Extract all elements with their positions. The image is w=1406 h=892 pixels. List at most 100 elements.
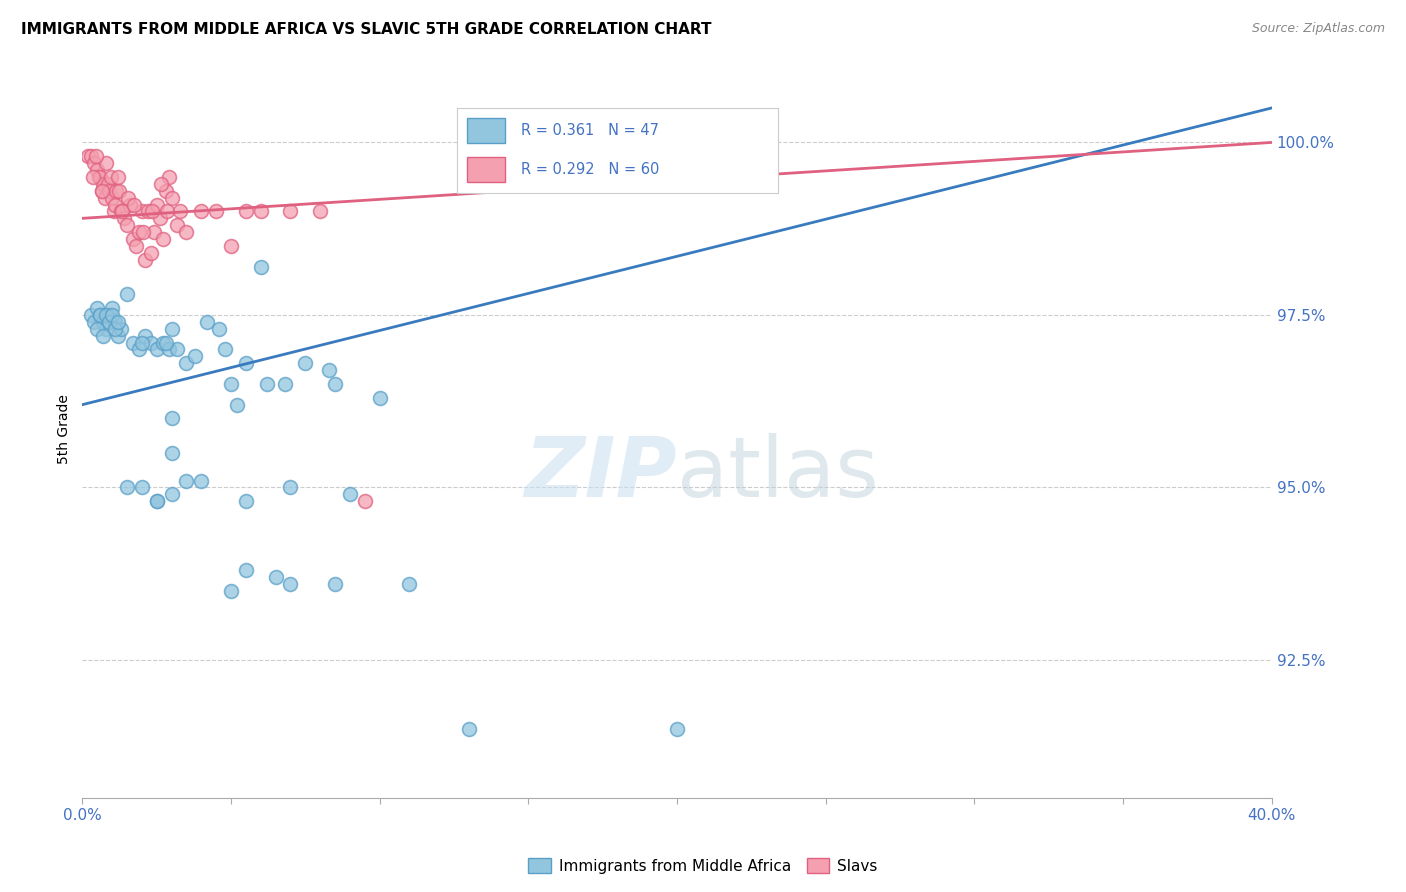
Y-axis label: 5th Grade: 5th Grade [58,394,72,464]
Point [87,169,110,184]
Point [98,315,121,329]
Point [94,308,117,322]
Point [145,343,167,357]
Point [156,204,179,219]
Point [86,163,108,178]
Point [139,335,162,350]
Point [115,481,138,495]
Point [94,322,117,336]
Point [280,481,302,495]
Point [226,398,249,412]
Point [101,308,124,322]
Point [89,308,111,322]
Point [256,376,278,391]
Point [104,197,127,211]
Point [110,322,132,336]
Point [160,322,183,336]
Point [104,322,127,336]
Point [235,494,257,508]
Point [101,301,124,315]
Point [160,411,183,425]
Point [249,260,271,274]
Point [86,301,108,315]
Point [219,239,242,253]
Point [273,376,295,391]
Point [117,191,139,205]
Point [91,315,114,329]
Point [121,232,143,246]
Point [176,225,198,239]
Point [94,156,117,170]
Text: IMMIGRANTS FROM MIDDLE AFRICA VS SLAVIC 5TH GRADE CORRELATION CHART: IMMIGRANTS FROM MIDDLE AFRICA VS SLAVIC … [21,22,711,37]
Point [214,343,236,357]
Point [93,191,115,205]
Point [166,343,188,357]
Point [725,136,748,150]
Point [90,184,112,198]
Point [107,315,129,329]
Point [145,494,167,508]
Point [105,184,128,198]
Point [80,149,103,163]
Point [368,391,391,405]
Point [152,335,174,350]
Point [134,328,156,343]
Point [280,204,302,219]
Point [83,156,105,170]
Point [131,204,153,219]
Point [666,722,689,736]
Point [160,191,183,205]
Point [157,169,180,184]
Point [86,322,108,336]
Point [84,149,107,163]
Point [128,225,150,239]
Point [131,481,153,495]
Point [131,335,153,350]
Point [150,177,173,191]
Point [107,328,129,343]
Point [145,197,167,211]
Point [104,315,127,329]
Point [169,204,191,219]
Point [103,204,125,219]
Point [264,570,287,584]
Point [101,191,124,205]
Point [152,232,174,246]
Point [323,376,346,391]
Point [110,204,132,219]
Point [90,184,112,198]
Point [107,169,129,184]
Point [91,177,114,191]
Point [160,446,183,460]
Point [280,577,302,591]
Point [184,350,207,364]
Point [142,225,165,239]
Point [166,219,188,233]
Point [98,308,121,322]
Point [89,308,111,322]
Point [235,563,257,577]
Point [190,474,212,488]
Point [176,474,198,488]
Point [157,343,180,357]
Point [353,494,375,508]
Point [80,308,103,322]
Legend: Immigrants from Middle Africa, Slavs: Immigrants from Middle Africa, Slavs [523,852,883,880]
Point [309,204,332,219]
Point [195,315,218,329]
Point [219,376,242,391]
Point [145,494,167,508]
Point [219,584,242,599]
Point [458,722,481,736]
Point [77,149,100,163]
Point [124,197,146,211]
Point [132,225,155,239]
Text: Source: ZipAtlas.com: Source: ZipAtlas.com [1251,22,1385,36]
Point [149,211,172,226]
Point [176,356,198,370]
Point [136,204,159,219]
Point [128,343,150,357]
Point [112,211,135,226]
Point [118,197,141,211]
Text: atlas: atlas [678,433,879,514]
